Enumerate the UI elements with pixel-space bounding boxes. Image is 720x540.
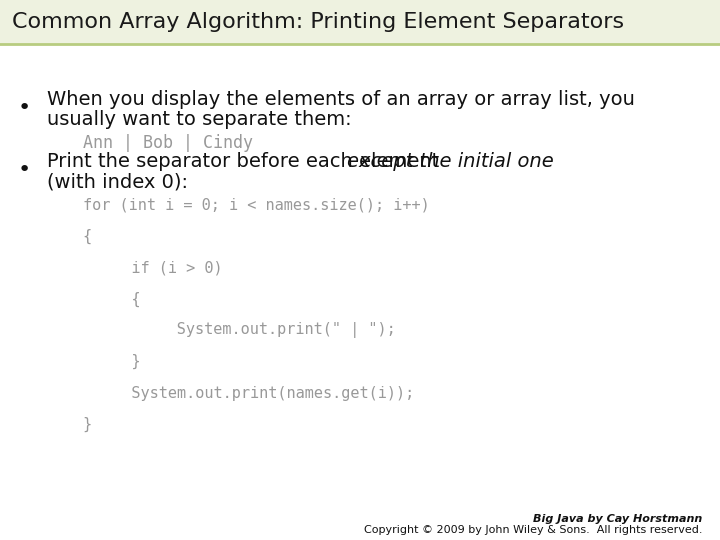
Text: usually want to separate them:: usually want to separate them: bbox=[47, 110, 351, 129]
Text: {: { bbox=[104, 292, 141, 307]
Text: for (int i = 0; i < names.size(); i++): for (int i = 0; i < names.size(); i++) bbox=[83, 198, 430, 213]
Text: }: } bbox=[104, 354, 141, 369]
Text: Copyright © 2009 by John Wiley & Sons.  All rights reserved.: Copyright © 2009 by John Wiley & Sons. A… bbox=[364, 525, 702, 535]
Text: if (i > 0): if (i > 0) bbox=[104, 260, 223, 275]
Text: When you display the elements of an array or array list, you: When you display the elements of an arra… bbox=[47, 90, 634, 109]
Text: (with index 0):: (with index 0): bbox=[47, 172, 188, 191]
Bar bbox=[0, 0, 720, 44]
Text: Print the separator before each element: Print the separator before each element bbox=[47, 152, 445, 171]
Text: •: • bbox=[18, 160, 31, 180]
Text: {: { bbox=[83, 229, 92, 244]
Text: Common Array Algorithm: Printing Element Separators: Common Array Algorithm: Printing Element… bbox=[12, 12, 624, 32]
Text: except the initial one: except the initial one bbox=[347, 152, 554, 171]
Text: •: • bbox=[18, 98, 31, 118]
Text: Ann | Bob | Cindy: Ann | Bob | Cindy bbox=[83, 134, 253, 152]
Text: System.out.print(names.get(i));: System.out.print(names.get(i)); bbox=[104, 386, 415, 401]
Text: System.out.print(" | ");: System.out.print(" | "); bbox=[122, 322, 396, 339]
Text: Big Java by Cay Horstmann: Big Java by Cay Horstmann bbox=[533, 515, 702, 524]
Text: }: } bbox=[83, 417, 92, 432]
